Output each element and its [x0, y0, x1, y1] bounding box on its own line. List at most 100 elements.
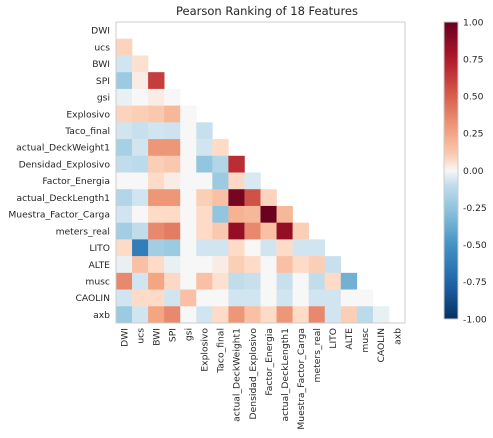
heatmap-cell-CAOLIN-musc — [356, 289, 374, 307]
heatmap-cell-meters_real-SPI — [164, 222, 181, 240]
heatmap-cell-CAOLIN-Muestra_Factor_Carga — [292, 289, 309, 307]
heatmap-cell-Taco_final-gsi — [180, 122, 197, 140]
y-tick-label-actual_DeckWeight1: actual_DeckWeight1 — [16, 143, 110, 154]
x-tick-label-DWI: DWI — [119, 328, 130, 347]
heatmap-cell-meters_real-gsi — [180, 222, 197, 240]
heatmap-cell-musc-Muestra_Factor_Carga — [292, 272, 309, 290]
heatmap-cell-CAOLIN-actual_DeckWeight1 — [228, 289, 245, 307]
heatmap-cell-ALTE-LITO — [324, 256, 342, 274]
heatmap-cell-LITO-gsi — [180, 239, 197, 257]
heatmap-cell-axb-DWI — [116, 306, 133, 324]
heatmap-cell-Muestra_Factor_Carga-Factor_Energia — [260, 205, 277, 223]
heatmap-cell-actual_DeckLength1-actual_DeckWeight1 — [228, 189, 245, 207]
heatmap-cell-Muestra_Factor_Carga-actual_DeckWeight1 — [228, 205, 245, 223]
heatmap-cell-meters_real-actual_DeckWeight1 — [228, 222, 245, 240]
heatmap-cell-Explosivo-DWI — [116, 105, 133, 123]
heatmap-cell-Factor_Energia-Explosivo — [196, 172, 213, 190]
y-tick-label-Factor_Energia: Factor_Energia — [42, 176, 110, 187]
heatmap-cell-LITO-Factor_Energia — [260, 239, 277, 257]
x-tick-label-axb: axb — [392, 328, 403, 345]
y-tick-label-ucs: ucs — [94, 42, 110, 53]
heatmap-cell-ALTE-Explosivo — [196, 256, 213, 274]
heatmap-cell-CAOLIN-SPI — [164, 289, 181, 307]
heatmap-cell-axb-Densidad_Explosivo — [244, 306, 261, 324]
heatmap-cell-axb-meters_real — [308, 306, 326, 324]
heatmap-cell-ALTE-ucs — [132, 256, 149, 274]
heatmap-cell-actual_DeckLength1-ucs — [132, 189, 149, 207]
heatmap-cell-actual_DeckWeight1-DWI — [116, 139, 133, 157]
heatmap-cell-Factor_Energia-Densidad_Explosivo — [244, 172, 261, 190]
x-tick-label-actual_DeckWeight1: actual_DeckWeight1 — [232, 328, 243, 422]
heatmap-cell-musc-ucs — [132, 272, 149, 290]
y-tick-label-actual_DeckLength1: actual_DeckLength1 — [16, 193, 110, 204]
x-tick-label-gsi: gsi — [184, 328, 195, 341]
colorbar-tick-label: -0.25 — [463, 203, 487, 214]
heatmap-cell-BWI-ucs — [132, 55, 149, 73]
heatmap-cell-meters_real-Taco_final — [212, 222, 229, 240]
heatmap-cell-musc-actual_DeckWeight1 — [228, 272, 245, 290]
heatmap-cell-LITO-actual_DeckLength1 — [276, 239, 293, 257]
colorbar-tick-labels: 1.00 0.75 0.50 0.25 0.00 -0.25 -0.50 -0.75 -1.00 — [463, 17, 487, 325]
heatmap-cell-Factor_Energia-ucs — [132, 172, 149, 190]
y-tick-label-SPI: SPI — [96, 76, 110, 87]
heatmap-cell-CAOLIN-actual_DeckLength1 — [276, 289, 293, 307]
colorbar-tick-label: 0.50 — [463, 92, 484, 103]
heatmap-cell-Densidad_Explosivo-Explosivo — [196, 155, 213, 173]
heatmap-cell-Factor_Energia-DWI — [116, 172, 133, 190]
y-tick-label-meters_real: meters_real — [56, 226, 110, 237]
heatmap-cell-axb-ALTE — [340, 306, 358, 324]
x-tick-label-BWI: BWI — [151, 328, 162, 346]
heatmap-cell-gsi-SPI — [164, 88, 181, 106]
heatmap-cell-musc-DWI — [116, 272, 133, 290]
heatmap-cell-Muestra_Factor_Carga-DWI — [116, 205, 133, 223]
x-tick-label-CAOLIN: CAOLIN — [376, 328, 387, 362]
heatmap-cell-Taco_final-Explosivo — [196, 122, 213, 140]
heatmap-cell-meters_real-Muestra_Factor_Carga — [292, 222, 309, 240]
y-tick-label-axb: axb — [93, 310, 110, 321]
y-tick-label-ALTE: ALTE — [88, 260, 110, 271]
x-tick-label-ucs: ucs — [135, 328, 146, 344]
heatmap-cell-meters_real-ucs — [132, 222, 149, 240]
y-tick-labels: DWI ucs BWI SPI gsi Explosivo Taco_finalactual… — [8, 26, 110, 321]
heatmap-cell-LITO-Taco_final — [212, 239, 229, 257]
heatmap-cell-ALTE-SPI — [164, 256, 181, 274]
heatmap-cell-musc-Taco_final — [212, 272, 229, 290]
colorbar-tick-label: 0.75 — [463, 54, 484, 65]
heatmap-cell-actual_DeckLength1-gsi — [180, 189, 197, 207]
y-tick-label-Muestra_Factor_Carga: Muestra_Factor_Carga — [8, 210, 110, 221]
heatmap-cell-Densidad_Explosivo-actual_DeckWeight1 — [228, 155, 245, 173]
heatmap-cell-musc-gsi — [180, 272, 197, 290]
heatmap-cell-Densidad_Explosivo-DWI — [116, 155, 133, 173]
x-tick-label-Factor_Energia: Factor_Energia — [264, 328, 275, 396]
heatmap-cell-Explosivo-BWI — [148, 105, 165, 123]
heatmap-cell-LITO-SPI — [164, 239, 181, 257]
heatmap-cell-gsi-ucs — [132, 88, 149, 106]
heatmap-cell-LITO-DWI — [116, 239, 133, 257]
heatmap-cell-actual_DeckWeight1-gsi — [180, 139, 197, 157]
heatmap-cell-axb-ucs — [132, 306, 149, 324]
heatmap-cell-axb-Taco_final — [212, 306, 229, 324]
heatmap-cell-Explosivo-SPI — [164, 105, 181, 123]
heatmap-cell-Densidad_Explosivo-SPI — [164, 155, 181, 173]
heatmap-cell-LITO-Explosivo — [196, 239, 213, 257]
heatmap-cell-ALTE-BWI — [148, 256, 165, 274]
x-tick-label-LITO: LITO — [328, 328, 339, 349]
heatmap-cell-axb-musc — [356, 306, 374, 324]
heatmap-cell-ALTE-Factor_Energia — [260, 256, 277, 274]
heatmap-cell-axb-Explosivo — [196, 306, 213, 324]
heatmap-cell-musc-BWI — [148, 272, 165, 290]
y-tick-label-DWI: DWI — [91, 26, 110, 37]
heatmap-cell-Muestra_Factor_Carga-Densidad_Explosivo — [244, 205, 261, 223]
heatmap-cell-axb-actual_DeckLength1 — [276, 306, 293, 324]
heatmap-cell-CAOLIN-meters_real — [308, 289, 326, 307]
heatmap-cell-CAOLIN-ALTE — [340, 289, 358, 307]
heatmap-cell-actual_DeckLength1-Explosivo — [196, 189, 213, 207]
heatmap-cell-CAOLIN-Taco_final — [212, 289, 229, 307]
colorbar-tick-label: -0.75 — [463, 277, 487, 288]
heatmap-cell-Muestra_Factor_Carga-gsi — [180, 205, 197, 223]
heatmap-cell-meters_real-Densidad_Explosivo — [244, 222, 261, 240]
heatmap-cell-gsi-DWI — [116, 88, 133, 106]
y-tick-label-Taco_final: Taco_final — [64, 126, 110, 137]
heatmap-cell-actual_DeckWeight1-SPI — [164, 139, 181, 157]
heatmap-cell-Muestra_Factor_Carga-Explosivo — [196, 205, 213, 223]
